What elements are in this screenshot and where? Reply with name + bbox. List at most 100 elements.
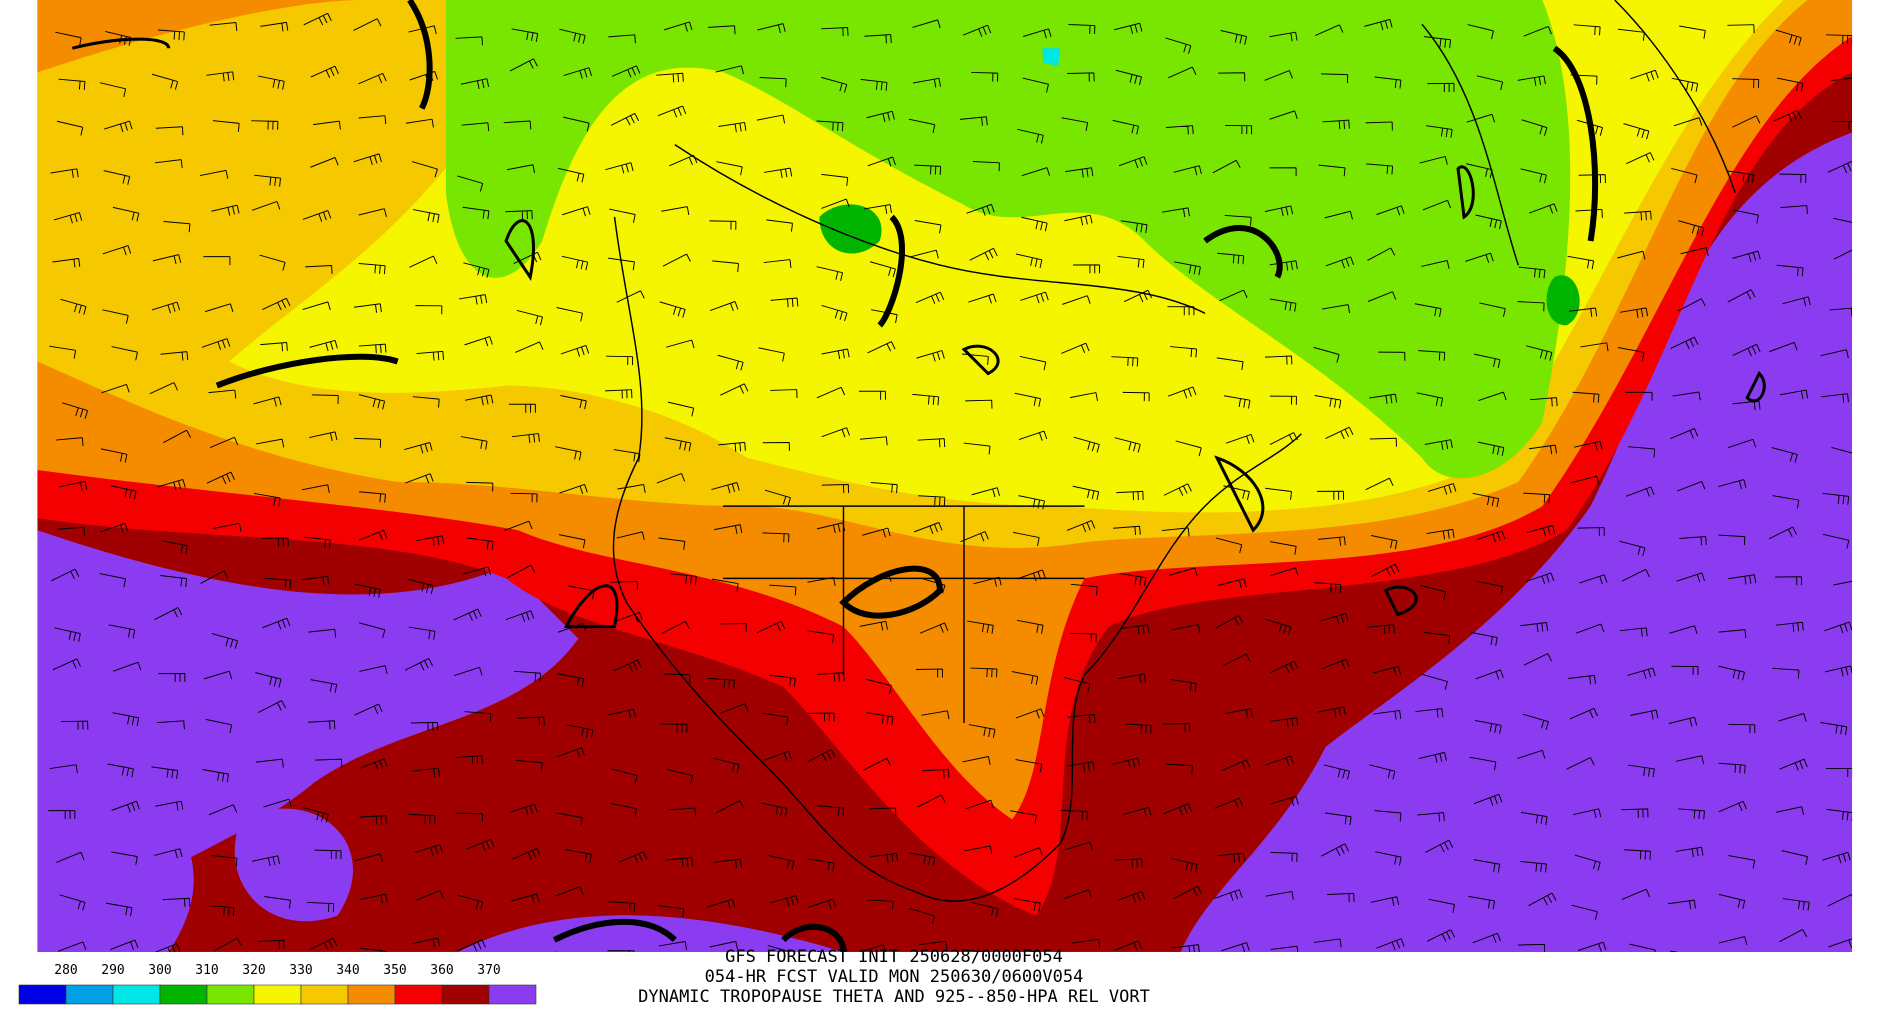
wind-barb <box>56 120 84 136</box>
wind-barb <box>762 441 790 451</box>
wind-barb <box>720 383 749 396</box>
wind-barb <box>921 710 950 720</box>
wind-barb <box>1165 763 1193 775</box>
wind-barb <box>1580 342 1609 352</box>
wind-barb <box>408 813 436 825</box>
wind-barb <box>1625 391 1653 401</box>
wind-barb <box>1020 291 1049 304</box>
wind-barb <box>566 724 594 739</box>
color-legend: 280 290 300 310 320 330 340 350 360 370 <box>18 963 537 1005</box>
wind-barb <box>1316 490 1344 500</box>
wind-barb <box>510 492 538 503</box>
wind-barb <box>613 449 641 463</box>
wind-barb <box>1822 492 1850 505</box>
wind-barb <box>262 297 291 311</box>
wind-barb <box>208 804 238 816</box>
wind-barb <box>60 298 87 315</box>
wind-barb <box>1679 535 1707 546</box>
wind-barb <box>412 209 440 224</box>
wind-barb <box>416 350 445 361</box>
wind-barb <box>203 670 233 680</box>
wind-barb <box>1670 336 1699 350</box>
wind-barb <box>709 301 739 312</box>
wind-barb <box>1017 569 1046 582</box>
wind-barb <box>821 484 850 494</box>
wind-barb <box>205 718 233 734</box>
wind-barb <box>353 18 382 31</box>
wind-barb <box>960 531 989 543</box>
wind-barb <box>1821 393 1849 403</box>
wind-barb <box>1675 755 1705 765</box>
wind-barb <box>659 301 686 318</box>
wind-barb <box>665 856 694 867</box>
wind-barb <box>1269 432 1298 445</box>
wind-barb <box>1820 349 1849 358</box>
wind-barb <box>1428 898 1456 913</box>
legend-swatch <box>441 984 490 1005</box>
wind-barb <box>358 343 387 354</box>
wind-barb <box>1115 69 1142 86</box>
wind-barb <box>1519 860 1547 873</box>
wind-barb <box>1365 121 1393 131</box>
wind-barb <box>508 403 536 413</box>
wind-barb <box>1021 216 1048 232</box>
wind-barb <box>971 71 999 82</box>
wind-barb <box>908 852 936 866</box>
wind-barb <box>1772 667 1800 679</box>
wind-barb <box>816 266 844 281</box>
wind-barb <box>1313 346 1340 363</box>
wind-barb <box>1119 573 1147 587</box>
wind-barb <box>1170 346 1198 358</box>
wind-barb <box>1378 351 1406 361</box>
wind-barb <box>867 156 896 167</box>
wind-barb <box>859 944 887 952</box>
wind-barb <box>870 482 898 494</box>
wind-barb <box>160 575 188 588</box>
wind-barb <box>557 167 585 183</box>
wind-barb <box>554 951 557 952</box>
wind-barb <box>1212 159 1241 174</box>
wind-barb <box>1270 567 1299 577</box>
wind-barb <box>1167 386 1197 399</box>
wind-barb <box>1776 264 1804 277</box>
wind-barb <box>201 338 231 350</box>
wind-barb <box>1826 767 1853 777</box>
wind-barb <box>454 666 483 676</box>
wind-barb <box>359 622 386 639</box>
legend-swatch <box>18 984 67 1005</box>
wind-barb <box>151 301 181 314</box>
wind-barb <box>404 657 434 671</box>
wind-barb <box>1325 256 1355 269</box>
legend-swatch <box>159 984 208 1005</box>
wind-barb <box>254 174 282 187</box>
wind-barb <box>1833 580 1853 586</box>
wind-barb <box>972 160 1000 172</box>
wind-barb <box>203 256 231 266</box>
wind-barb <box>1623 123 1650 140</box>
wind-barb <box>970 667 998 678</box>
wind-barb <box>107 763 134 778</box>
wind-barb <box>667 401 695 417</box>
wind-barb <box>1473 859 1501 873</box>
wind-barb <box>512 847 541 861</box>
wind-barb <box>154 943 181 952</box>
wind-barb <box>866 899 894 910</box>
wind-barb <box>211 633 238 649</box>
wind-barb <box>463 262 490 278</box>
wind-barb <box>919 940 948 950</box>
wind-barb <box>155 800 184 811</box>
wind-barb <box>1718 893 1746 909</box>
wind-barb <box>1218 578 1247 589</box>
wind-barb <box>1773 109 1802 123</box>
wind-barb <box>1779 758 1808 771</box>
wind-barb <box>606 355 634 366</box>
wind-barb <box>1264 70 1293 81</box>
wind-barb <box>1517 749 1546 760</box>
wind-barb <box>1173 165 1202 176</box>
wind-barb <box>354 853 383 863</box>
wind-barb <box>1473 793 1503 806</box>
wind-barb <box>358 208 387 218</box>
wind-barb <box>1475 669 1504 680</box>
